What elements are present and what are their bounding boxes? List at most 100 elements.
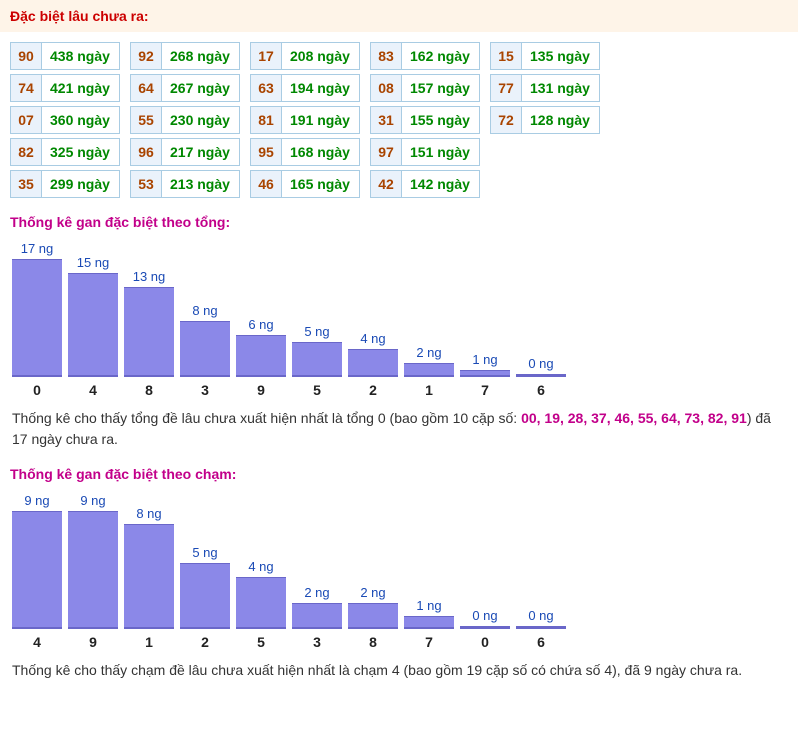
lotto-days: 191 ngày <box>282 106 360 134</box>
bar-wrap: 1 ng7 <box>460 352 510 398</box>
bar-wrap: 9 ng 9 <box>68 493 118 650</box>
bar <box>124 287 174 377</box>
bar-value-label: 13 ng <box>133 269 166 284</box>
number-row: 72128 ngày <box>490 106 600 134</box>
bar <box>292 342 342 377</box>
bar-category-label: 2 <box>201 634 209 650</box>
bar <box>68 273 118 377</box>
bar <box>124 524 174 629</box>
bar-wrap: 0 ng6 <box>516 356 566 398</box>
bar-value-label: 0 ng <box>472 608 497 623</box>
number-row: 83162 ngày <box>370 42 480 70</box>
bar-wrap: 2 ng 8 <box>348 585 398 650</box>
bar-wrap: 8 ng1 <box>124 506 174 650</box>
number-row: 55230 ngày <box>130 106 240 134</box>
bar-value-label: 2 ng <box>360 585 385 600</box>
bar <box>460 370 510 377</box>
lotto-number: 72 <box>490 106 522 134</box>
lotto-number: 92 <box>130 42 162 70</box>
bar-value-label: 0 ng <box>528 608 553 623</box>
bar <box>404 363 454 377</box>
lotto-number: 97 <box>370 138 402 166</box>
bar-category-label: 8 <box>369 634 377 650</box>
bar-value-label: 4 ng <box>248 559 273 574</box>
lotto-number: 08 <box>370 74 402 102</box>
bar-category-label: 4 <box>89 382 97 398</box>
lotto-number: 42 <box>370 170 402 198</box>
number-row: 31155 ngày <box>370 106 480 134</box>
lotto-days: 267 ngày <box>162 74 240 102</box>
lotto-days: 230 ngày <box>162 106 240 134</box>
lotto-days: 135 ngày <box>522 42 600 70</box>
bar <box>516 626 566 629</box>
number-row: 07360 ngày <box>10 106 120 134</box>
lotto-days: 131 ngày <box>522 74 600 102</box>
bar-value-label: 9 ng <box>80 493 105 508</box>
bar-value-label: 2 ng <box>304 585 329 600</box>
number-row: 42142 ngày <box>370 170 480 198</box>
lotto-days: 168 ngày <box>282 138 360 166</box>
lotto-days: 151 ngày <box>402 138 480 166</box>
chart-section-tong: Thống kê gan đặc biệt theo tổng: 17 ng01… <box>0 208 798 460</box>
bar-category-label: 9 <box>89 634 97 650</box>
bar-wrap: 0 ng0 <box>460 608 510 650</box>
number-row: 90438 ngày <box>10 42 120 70</box>
bar-wrap: 17 ng0 <box>12 241 62 398</box>
bar <box>404 616 454 629</box>
bar-chart-cham: 9 ng49 ng98 ng15 ng24 ng52 ng32 ng81 ng7… <box>10 490 788 650</box>
lotto-number: 46 <box>250 170 282 198</box>
bar-wrap: 2 ng1 <box>404 345 454 398</box>
lotto-number: 74 <box>10 74 42 102</box>
lotto-days: 438 ngày <box>42 42 120 70</box>
lotto-days: 142 ngày <box>402 170 480 198</box>
bar-category-label: 9 <box>257 382 265 398</box>
desc-pairs: 00, 19, 28, 37, 46, 55, 64, 73, 82, 91 <box>521 410 747 426</box>
bar-category-label: 6 <box>537 634 545 650</box>
number-column: 15135 ngày77131 ngày72128 ngày <box>490 42 600 198</box>
number-column: 90438 ngày74421 ngày07360 ngày82325 ngày… <box>10 42 120 198</box>
bar-value-label: 17 ng <box>21 241 54 256</box>
bar-category-label: 1 <box>145 634 153 650</box>
bar-category-label: 3 <box>313 634 321 650</box>
lotto-days: 157 ngày <box>402 74 480 102</box>
lotto-days: 162 ngày <box>402 42 480 70</box>
bar-value-label: 5 ng <box>304 324 329 339</box>
bar <box>348 603 398 629</box>
lotto-number: 96 <box>130 138 162 166</box>
number-column: 17208 ngày63194 ngày81191 ngày95168 ngày… <box>250 42 360 198</box>
lotto-days: 194 ngày <box>282 74 360 102</box>
lotto-number: 77 <box>490 74 522 102</box>
bar-chart-tong: 17 ng015 ng413 ng88 ng36 ng95 ng54 ng22 … <box>10 238 788 398</box>
bar-wrap: 4 ng5 <box>236 559 286 650</box>
lotto-number: 53 <box>130 170 162 198</box>
bar-wrap: 0 ng 6 <box>516 608 566 650</box>
number-row: 95168 ngày <box>250 138 360 166</box>
number-row: 64267 ngày <box>130 74 240 102</box>
lotto-number: 81 <box>250 106 282 134</box>
lotto-number: 07 <box>10 106 42 134</box>
lotto-days: 360 ngày <box>42 106 120 134</box>
number-column: 92268 ngày64267 ngày55230 ngày96217 ngày… <box>130 42 240 198</box>
lotto-days: 325 ngày <box>42 138 120 166</box>
bar-value-label: 2 ng <box>416 345 441 360</box>
bar <box>68 511 118 629</box>
number-row: 92268 ngày <box>130 42 240 70</box>
number-columns: 90438 ngày74421 ngày07360 ngày82325 ngày… <box>0 32 798 208</box>
number-row: 17208 ngày <box>250 42 360 70</box>
bar <box>12 511 62 629</box>
bar-category-label: 8 <box>145 382 153 398</box>
bar-value-label: 9 ng <box>24 493 49 508</box>
lotto-days: 128 ngày <box>522 106 600 134</box>
bar-wrap: 13 ng 8 <box>124 269 174 398</box>
bar-wrap: 5 ng5 <box>292 324 342 398</box>
bar-wrap: 9 ng4 <box>12 493 62 650</box>
bar <box>236 335 286 377</box>
chart-desc-cham: Thống kê cho thấy chạm đề lâu chưa xuất … <box>10 660 788 681</box>
bar-wrap: 1 ng7 <box>404 598 454 650</box>
lotto-number: 35 <box>10 170 42 198</box>
number-row: 53213 ngày <box>130 170 240 198</box>
lotto-days: 421 ngày <box>42 74 120 102</box>
bar-value-label: 8 ng <box>192 303 217 318</box>
bar <box>12 259 62 377</box>
chart-section-cham: Thống kê gan đặc biệt theo chạm: 9 ng49 … <box>0 460 798 691</box>
